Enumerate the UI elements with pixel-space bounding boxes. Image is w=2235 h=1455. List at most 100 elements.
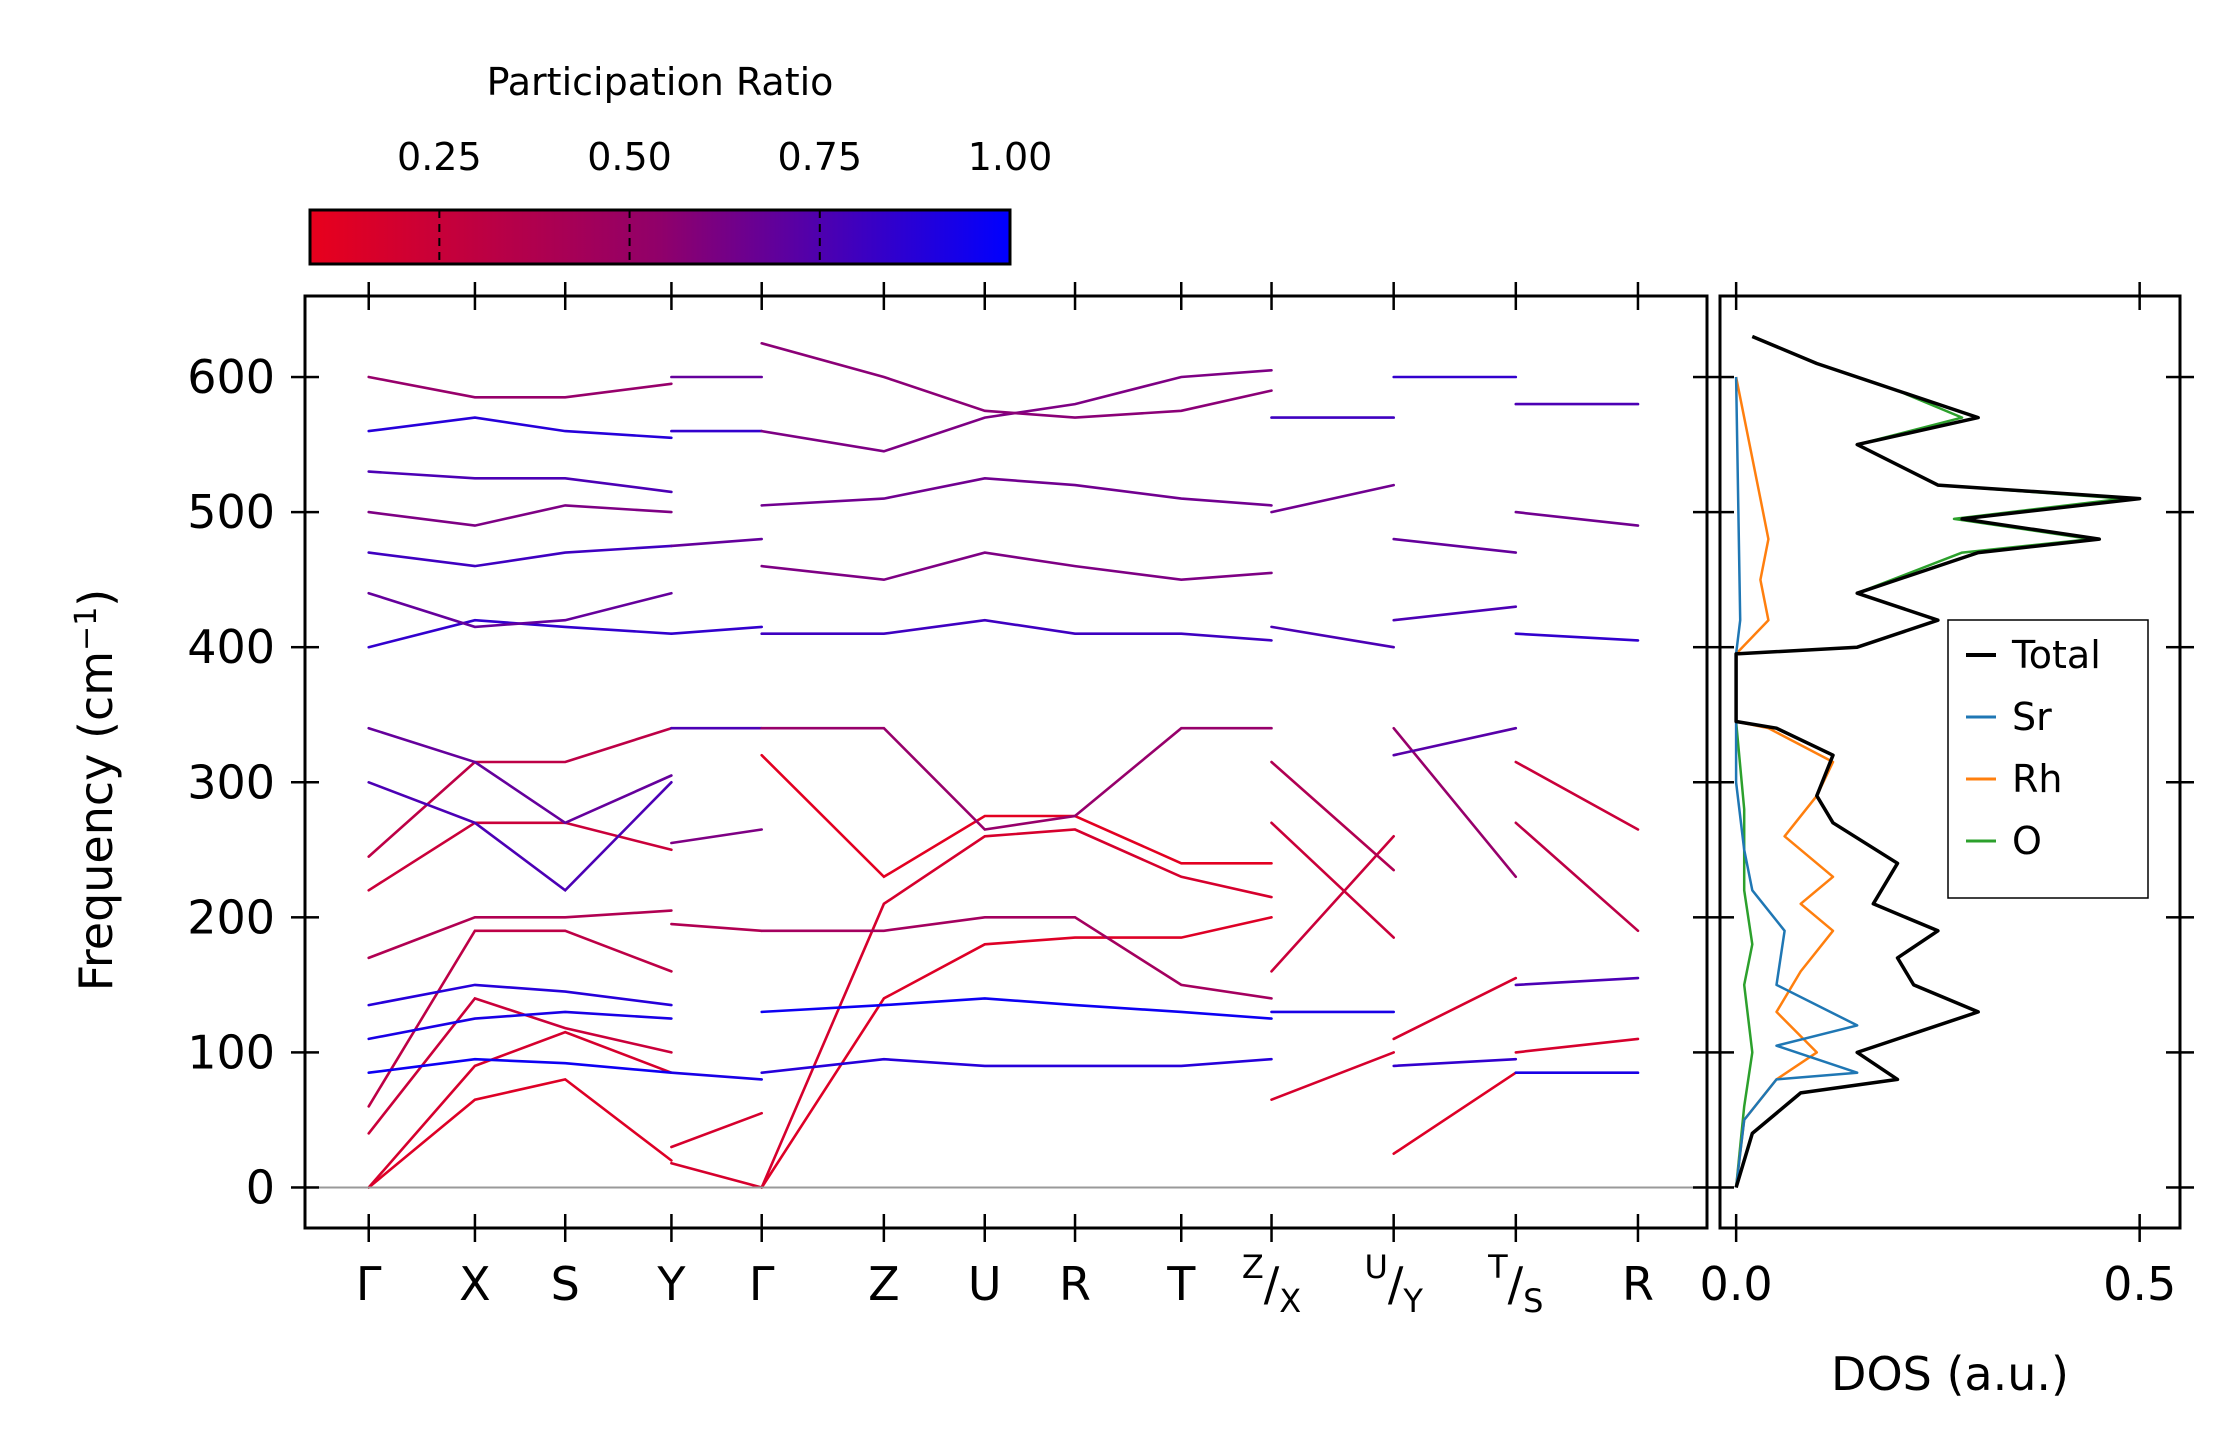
colorbar-tick-label: 0.75 (777, 135, 862, 179)
phonon-band (670, 922, 763, 933)
phonon-band (367, 726, 673, 858)
frequency-tick-label: 100 (187, 1025, 275, 1079)
dispersion-axes-frame (303, 294, 1709, 1230)
k-point-label: U (968, 1257, 1002, 1311)
phonon-band (367, 591, 673, 629)
phonon-band (760, 726, 1273, 831)
phonon-band (367, 470, 673, 494)
phonon-band (670, 1111, 763, 1149)
phonon-band (670, 1071, 763, 1081)
phonon-band (670, 1161, 763, 1189)
frequency-tick-label: 500 (187, 485, 275, 539)
phonon-band (1514, 976, 1640, 987)
k-point-label: X (459, 1257, 491, 1311)
k-point-label: Z/X (1242, 1248, 1301, 1320)
phonon-band (1392, 726, 1518, 879)
k-point-label: T/S (1487, 1248, 1543, 1320)
phonon-band (367, 504, 673, 527)
colorbar (308, 208, 1012, 266)
phonon-band (1270, 760, 1395, 872)
colorbar-tick-label: 1.00 (968, 135, 1053, 179)
dos-axis-label: DOS (a.u.) (1831, 1347, 2069, 1401)
k-path-axis: Γ X S Y Γ Z U R T Z/X U/Y T/S R (356, 282, 1654, 1320)
k-point-label: Y (656, 1257, 686, 1311)
dos-series-total (1734, 334, 2142, 1189)
phonon-band (1514, 760, 1640, 831)
phonon-band (1392, 1071, 1518, 1155)
phonon-band (1514, 821, 1640, 933)
frequency-axis: 0 100 200 300 400 500 600 (187, 350, 1707, 1214)
phonon-band (367, 781, 673, 893)
frequency-tick-label: 400 (187, 620, 275, 674)
phonon-band (1392, 537, 1518, 554)
phonon-band (1514, 632, 1640, 642)
phonon-band (367, 416, 673, 440)
k-point-label: Γ (356, 1257, 382, 1311)
phonon-band (760, 753, 1273, 879)
phonon-band (760, 476, 1273, 507)
dos-series-rh (1734, 376, 1835, 1188)
phonon-band (1514, 510, 1640, 527)
colorbar-ticks: 0.25 0.50 0.75 1.00 (397, 135, 1052, 264)
dos-axes-frame (1718, 294, 2182, 1230)
k-point-label: T (1166, 1257, 1196, 1311)
colorbar-title: Participation Ratio (487, 60, 834, 104)
phonon-band (1514, 1037, 1640, 1054)
phonon-band (1392, 976, 1518, 1041)
phonon-band (670, 537, 763, 548)
k-point-label: R (1622, 1257, 1654, 1311)
band-structure (367, 342, 1640, 1189)
phonon-band (1392, 726, 1518, 757)
phonon-band (760, 342, 1273, 419)
dos-tick-label: 0.5 (2103, 1257, 2176, 1311)
phonon-band (670, 828, 763, 845)
legend-label: Sr (2012, 695, 2052, 739)
phonon-band (367, 544, 673, 568)
dos-tick-label: 0.0 (1700, 1257, 1773, 1311)
phonon-band (367, 1077, 673, 1189)
k-point-label: Γ (749, 1257, 775, 1311)
phonon-band (367, 1010, 673, 1041)
phonon-band (1392, 1057, 1518, 1068)
phonon-band (367, 983, 673, 1007)
phonon-band (367, 929, 673, 1108)
phonon-band (760, 369, 1273, 453)
dos-curves (1734, 334, 2142, 1189)
phonon-band (1270, 835, 1395, 973)
phonon-band (760, 997, 1273, 1020)
phonon-band (367, 1030, 673, 1189)
frequency-tick-label: 0 (246, 1160, 275, 1214)
phonon-band (1270, 821, 1395, 939)
colorbar-tick-label: 0.25 (397, 135, 482, 179)
phonon-band (760, 618, 1273, 642)
phonon-band (1392, 605, 1518, 622)
dos-axis: 0.0 0.5 (1700, 282, 2194, 1311)
legend-label: Total (2011, 633, 2101, 677)
phonon-band (760, 551, 1273, 582)
phonon-band (367, 1057, 673, 1074)
phonon-band (1270, 1051, 1395, 1101)
legend-label: Rh (2012, 757, 2063, 801)
phonon-band (670, 625, 763, 635)
legend-label: O (2012, 819, 2042, 863)
phonon-band (760, 916, 1273, 1000)
phonon-band (760, 828, 1273, 1189)
phonon-band (760, 916, 1273, 1189)
k-point-label: R (1059, 1257, 1091, 1311)
dos-legend: Total Sr Rh O (1947, 619, 2149, 899)
phonon-band (1270, 483, 1395, 514)
phonon-band (367, 726, 673, 825)
colorbar-tick-label: 0.50 (587, 135, 672, 179)
phonon-band (367, 375, 673, 399)
phonon-band (760, 1057, 1273, 1074)
frequency-tick-label: 200 (187, 890, 275, 944)
phonon-band (1270, 625, 1395, 649)
frequency-tick-label: 600 (187, 350, 275, 404)
k-point-label: S (551, 1257, 580, 1311)
k-point-label: Z (868, 1257, 900, 1311)
frequency-axis-label: Frequency (cm−1) (69, 589, 123, 992)
frequency-tick-label: 300 (187, 755, 275, 809)
phonon-band (367, 909, 673, 960)
k-point-label: U/Y (1364, 1248, 1423, 1320)
